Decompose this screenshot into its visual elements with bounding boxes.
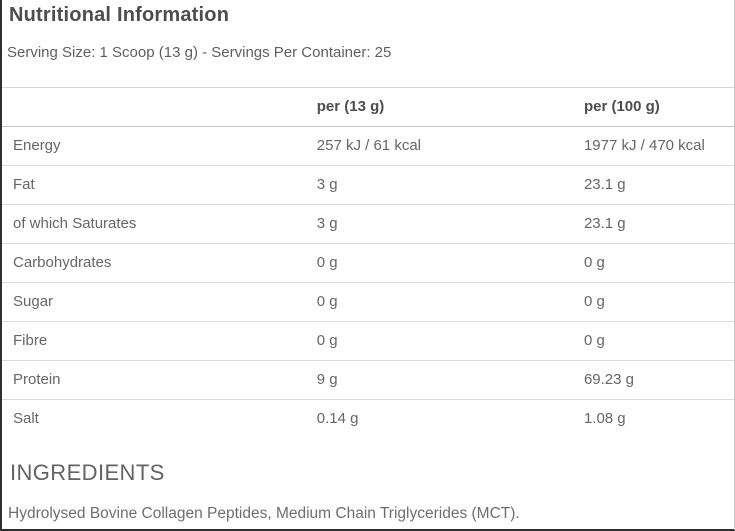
nutrient-per-100g: 1.08 g [583,410,626,427]
page-title: Nutritional Information [9,4,230,26]
nutrient-label: Salt [13,410,39,427]
nutrient-per-serving: 0 g [305,243,573,283]
table-row: of which Saturates 3 g 23.1 g [2,204,734,244]
ingredients-heading: INGREDIENTS [10,460,165,485]
table-row: Salt 0.14 g 1.08 g [2,400,734,439]
nutrient-per-100g: 1977 kJ / 470 kcal [572,126,734,166]
nutrient-per-serving: 257 kJ / 61 kcal [305,126,573,166]
table-row: Protein 9 g 69.23 g [2,360,734,400]
table-row: Energy 257 kJ / 61 kcal 1977 kJ / 470 kc… [2,126,734,166]
column-header-per-100g: per (100 g) [572,87,734,127]
nutrient-label: Fat [2,165,306,205]
nutrient-label: of which Saturates [2,204,306,244]
table-header-row: per (13 g) per (100 g) [2,87,734,127]
table-row: Fat 3 g 23.1 g [2,165,734,205]
table-row: Carbohydrates 0 g 0 g [2,243,734,283]
nutrient-label: Sugar [2,282,306,322]
nutrient-per-100g: 0 g [572,321,734,361]
nutrient-per-100g: 0 g [572,243,734,283]
table-row: Sugar 0 g 0 g [2,282,734,322]
nutrient-per-100g: 23.1 g [572,165,734,205]
nutrient-per-serving: 3 g [305,165,573,205]
nutrient-per-serving: 0.14 g [316,410,359,427]
nutrient-label: Energy [2,126,306,166]
column-header-blank [2,87,306,127]
nutrient-per-serving: 9 g [305,360,573,400]
nutrient-per-serving: 0 g [305,282,573,322]
nutrition-table: per (13 g) per (100 g) Energy 257 kJ / 6… [2,87,734,438]
nutrient-label: Carbohydrates [2,243,306,283]
column-header-per-serving: per (13 g) [305,87,573,127]
nutrient-per-100g: 0 g [572,282,734,322]
nutrient-label: Fibre [2,321,306,361]
nutrient-per-100g: 23.1 g [572,204,734,244]
nutrient-per-serving: 0 g [305,321,573,361]
nutrient-per-100g: 69.23 g [572,360,734,400]
serving-size-text: Serving Size: 1 Scoop (13 g) - Servings … [7,44,392,61]
nutrient-per-serving: 3 g [305,204,573,244]
ingredients-text: Hydrolysed Bovine Collagen Peptides, Med… [8,505,520,522]
nutrient-label: Protein [2,360,306,400]
table-row: Fibre 0 g 0 g [2,321,734,361]
